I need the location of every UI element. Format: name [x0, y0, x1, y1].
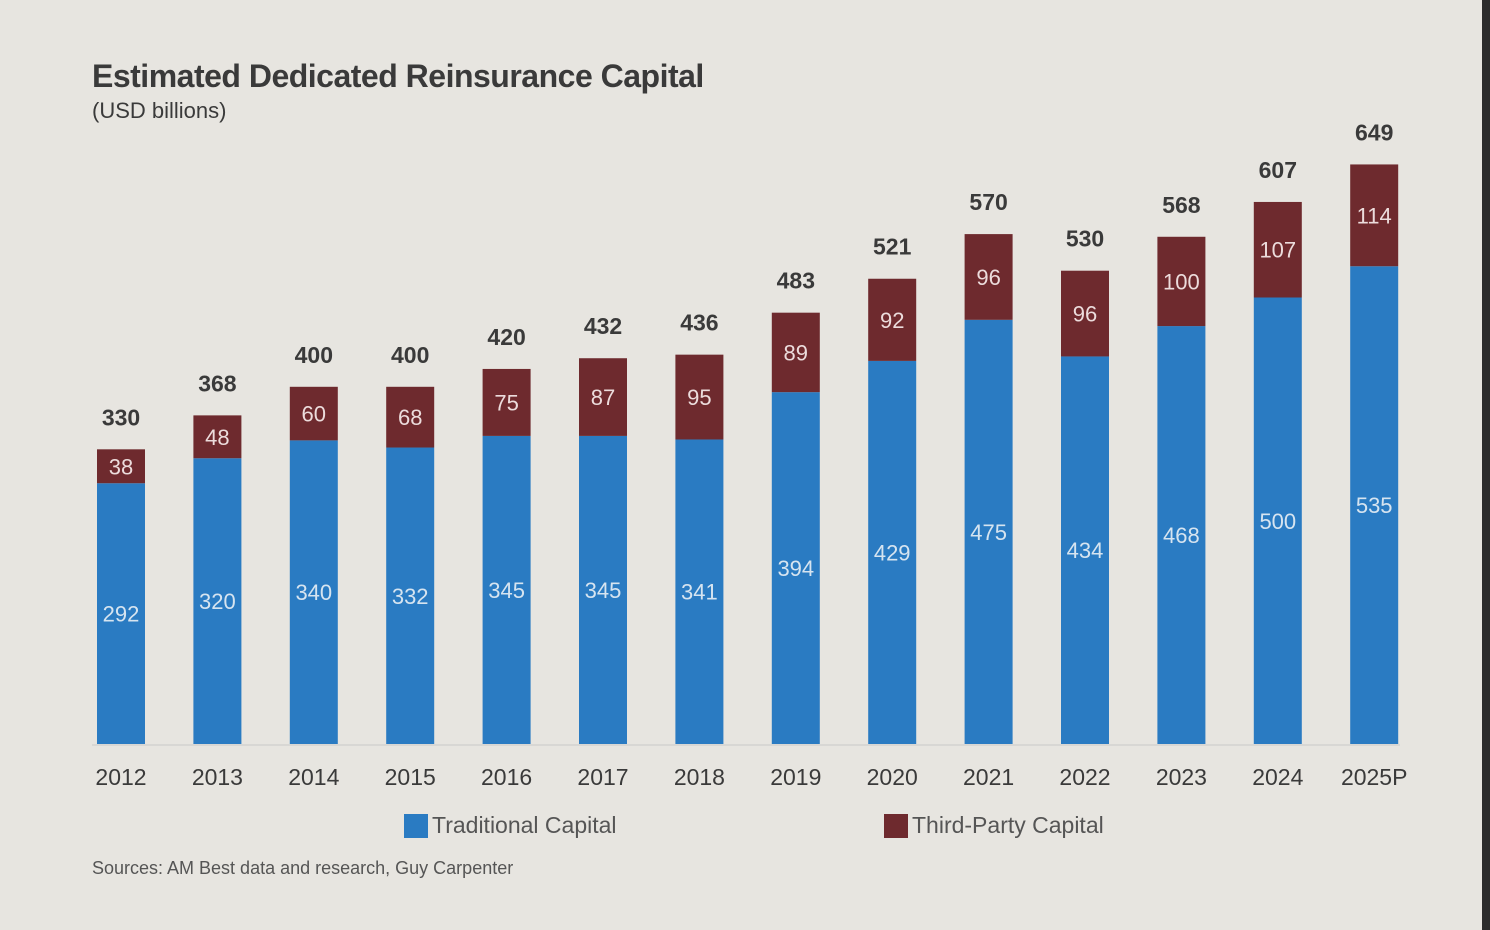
label-total-2025P: 649: [1355, 119, 1393, 145]
x-tick-2019: 2019: [770, 764, 821, 790]
bar-traditional-2023: [1157, 326, 1206, 744]
bar-traditional-2021: [964, 319, 1013, 744]
x-tick-2021: 2021: [963, 764, 1014, 790]
bar-third-party-2021: [964, 234, 1013, 320]
label-third-party-2017: 87: [591, 385, 615, 410]
bar-third-party-2020: [868, 278, 917, 361]
label-traditional-2020: 429: [874, 540, 911, 565]
label-third-party-2013: 48: [205, 425, 229, 450]
label-total-2013: 368: [198, 370, 237, 396]
label-total-2020: 521: [873, 234, 912, 260]
bar-traditional-2013: [193, 458, 242, 744]
bar-third-party-2014: [289, 386, 338, 441]
x-tick-2024: 2024: [1252, 764, 1303, 790]
legend-label-third-party: Third-Party Capital: [912, 812, 1104, 838]
label-third-party-2014: 60: [302, 402, 326, 427]
bar-traditional-2024: [1253, 297, 1302, 744]
label-traditional-2018: 341: [681, 580, 718, 605]
label-traditional-2019: 394: [777, 556, 814, 581]
legend-swatch-traditional: [404, 813, 428, 838]
x-tick-2018: 2018: [674, 764, 725, 790]
bar-third-party-2019: [771, 312, 820, 393]
bar-third-party-2023: [1157, 236, 1206, 327]
bar-third-party-2012: [97, 449, 145, 484]
x-tick-2016: 2016: [481, 764, 532, 790]
x-tick-2025P: 2025P: [1341, 764, 1408, 790]
photo-edge: [1482, 0, 1490, 930]
x-tick-2015: 2015: [385, 764, 436, 790]
label-third-party-2020: 92: [880, 308, 904, 333]
label-traditional-2024: 500: [1259, 509, 1296, 534]
bar-traditional-2019: [771, 392, 820, 744]
bar-traditional-2022: [1061, 356, 1109, 744]
label-traditional-2012: 292: [103, 602, 140, 627]
chart-title: Estimated Dedicated Reinsurance Capital: [92, 58, 704, 94]
bar-third-party-2024: [1253, 201, 1302, 298]
label-total-2022: 530: [1066, 226, 1104, 252]
label-third-party-2019: 89: [784, 340, 808, 365]
bar-traditional-2017: [579, 435, 627, 744]
bar-traditional-2016: [482, 435, 531, 744]
legend-item-third-party: Third-Party Capital: [884, 812, 1104, 839]
label-third-party-2016: 75: [494, 390, 518, 415]
bar-third-party-2025P: [1350, 164, 1399, 267]
label-third-party-2018: 95: [687, 385, 711, 410]
label-traditional-2013: 320: [199, 589, 236, 614]
label-total-2018: 436: [680, 310, 718, 336]
legend: Traditional Capital Third-Party Capital: [0, 812, 1490, 846]
label-third-party-2012: 38: [109, 454, 133, 479]
label-total-2012: 330: [102, 404, 140, 430]
label-third-party-2023: 100: [1163, 269, 1200, 294]
label-traditional-2015: 332: [392, 584, 429, 609]
label-total-2015: 400: [391, 342, 429, 368]
label-total-2021: 570: [969, 189, 1007, 215]
x-tick-2017: 2017: [577, 764, 628, 790]
bar-third-party-2017: [579, 358, 627, 436]
bar-traditional-2012: [97, 483, 145, 744]
label-traditional-2023: 468: [1163, 523, 1200, 548]
legend-swatch-third-party: [884, 813, 908, 838]
x-tick-2013: 2013: [192, 764, 243, 790]
bar-third-party-2022: [1061, 270, 1109, 357]
bar-third-party-2013: [193, 415, 242, 459]
bar-third-party-2015: [386, 386, 435, 448]
chart-subtitle: (USD billions): [92, 98, 227, 123]
label-third-party-2024: 107: [1259, 238, 1296, 263]
label-total-2014: 400: [295, 342, 333, 368]
bar-traditional-2015: [386, 447, 435, 744]
label-traditional-2022: 434: [1067, 538, 1104, 563]
bar-traditional-2014: [289, 440, 338, 744]
label-traditional-2016: 345: [488, 578, 525, 603]
label-total-2019: 483: [777, 268, 815, 294]
bar-traditional-2018: [675, 439, 724, 744]
label-total-2024: 607: [1259, 157, 1297, 183]
bar-traditional-2025P: [1350, 266, 1399, 744]
label-total-2023: 568: [1162, 192, 1201, 218]
x-tick-2012: 2012: [95, 764, 146, 790]
bar-traditional-2020: [868, 360, 917, 744]
label-traditional-2017: 345: [585, 578, 622, 603]
x-tick-2014: 2014: [288, 764, 339, 790]
label-third-party-2021: 96: [976, 265, 1000, 290]
bar-third-party-2018: [675, 354, 724, 440]
legend-item-traditional: Traditional Capital: [404, 812, 617, 839]
label-traditional-2025P: 535: [1356, 493, 1393, 518]
x-tick-2020: 2020: [867, 764, 918, 790]
label-third-party-2022: 96: [1073, 302, 1097, 327]
label-third-party-2025P: 114: [1357, 203, 1392, 228]
label-traditional-2014: 340: [295, 580, 332, 605]
x-tick-2022: 2022: [1059, 764, 1110, 790]
source-note: Sources: AM Best data and research, Guy …: [92, 858, 514, 878]
label-traditional-2021: 475: [970, 520, 1007, 545]
x-tick-2023: 2023: [1156, 764, 1207, 790]
label-total-2017: 432: [584, 313, 622, 339]
label-total-2016: 420: [487, 324, 525, 350]
label-third-party-2015: 68: [398, 405, 422, 430]
bar-third-party-2016: [482, 368, 531, 436]
legend-label-traditional: Traditional Capital: [432, 812, 617, 838]
